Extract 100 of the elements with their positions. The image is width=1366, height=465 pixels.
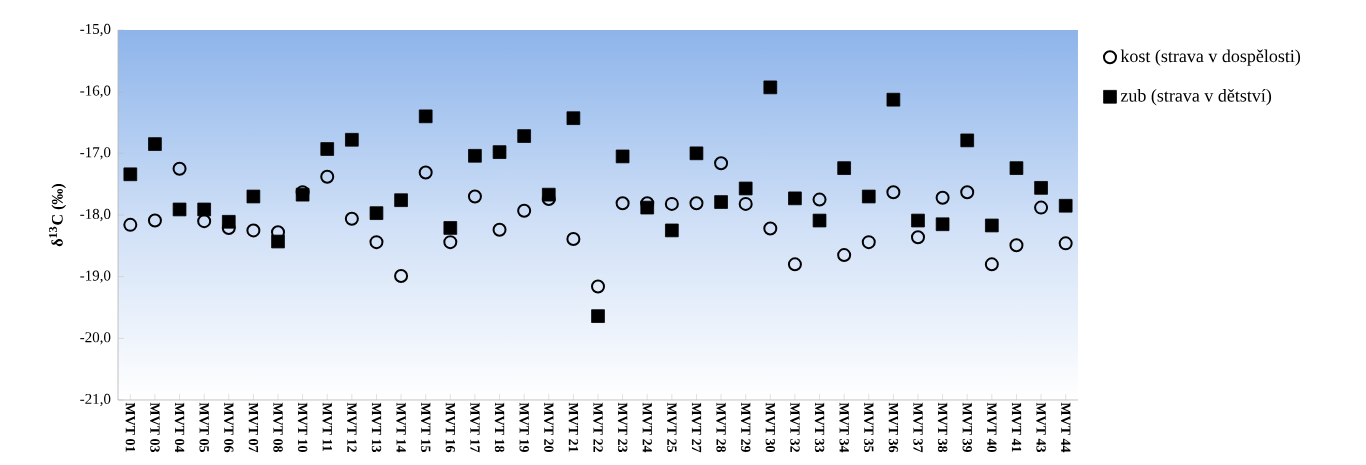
x-tick-label: MVT 17 [470, 402, 480, 453]
x-tick-label: MVT 35 [864, 402, 874, 453]
x-tick-label: MVT 12 [347, 402, 357, 452]
point [788, 191, 802, 206]
x-tick-label: MVT 19 [519, 402, 529, 453]
x-tick-label: MVT 15 [420, 402, 431, 453]
point [1058, 236, 1073, 251]
x-tick-label: MVT 39 [962, 402, 972, 453]
point [861, 235, 876, 250]
point [591, 309, 605, 323]
y-tick-label: -19,0 [80, 270, 111, 283]
x-tick-label: MVT 32 [790, 402, 800, 452]
point [935, 217, 950, 232]
point [812, 213, 827, 228]
x-tick-label: MVT 11 [322, 402, 332, 452]
point [320, 169, 335, 184]
x-tick-label: MVT 37 [913, 402, 923, 453]
x-tick-label: MVT 05 [199, 402, 209, 453]
x-tick-label: MVT 34 [839, 402, 849, 453]
point [615, 196, 630, 211]
x-tick-label: MVT 20 [544, 402, 554, 453]
point [886, 92, 901, 107]
point [418, 109, 433, 124]
point [665, 223, 679, 238]
point [960, 133, 975, 148]
point [197, 214, 212, 229]
point [837, 248, 852, 263]
point [123, 217, 138, 232]
point [492, 222, 507, 237]
x-tick-label: MVT 10 [297, 402, 308, 453]
point [443, 221, 458, 235]
x-tick-label: MVT 43 [1036, 402, 1046, 453]
x-tick-label: MVT 16 [445, 402, 456, 453]
x-tick-label: MVT 04 [174, 402, 185, 453]
point [197, 202, 211, 217]
point [369, 206, 384, 220]
point [1009, 161, 1024, 175]
point [689, 146, 704, 161]
point [123, 167, 138, 182]
x-tick-label: MVT 22 [593, 402, 603, 452]
point [369, 235, 384, 250]
x-tick-label: MVT 24 [642, 402, 652, 453]
point [443, 235, 458, 250]
point [517, 203, 532, 218]
point [664, 196, 679, 211]
point [763, 80, 778, 95]
point [615, 149, 630, 164]
x-tick-label: MVT 38 [937, 402, 948, 453]
point [1058, 198, 1073, 213]
x-tick-label: MVT 08 [273, 402, 283, 453]
x-tick-label: MVT 23 [617, 402, 628, 453]
point [566, 232, 581, 247]
point [861, 189, 876, 204]
y-tick-label: -18,0 [80, 208, 111, 222]
y-axis-title: δ$^{13}$C (‰) [48, 183, 66, 247]
point [246, 189, 261, 204]
x-tick-label: MVT 01 [125, 402, 136, 452]
point [468, 149, 482, 163]
point [172, 202, 187, 217]
point [935, 190, 950, 205]
point [418, 165, 433, 180]
y-tick-label: -16,0 [80, 85, 111, 98]
x-tick-label: MVT 03 [150, 402, 160, 453]
point [172, 161, 187, 176]
x-tick-label: MVT 25 [667, 402, 677, 453]
x-tick-label: MVT 29 [740, 402, 751, 453]
x-tick-label: MVT 44 [1060, 402, 1071, 453]
point [148, 137, 162, 151]
x-tick-label: MVT 30 [765, 402, 776, 453]
point [467, 189, 482, 204]
point [812, 192, 827, 207]
point [714, 195, 728, 209]
x-tick-label: MVT 18 [494, 402, 505, 453]
point [763, 221, 778, 236]
point [591, 279, 606, 294]
y-tick-label: -15,0 [80, 23, 111, 37]
point [960, 185, 975, 200]
point [911, 213, 925, 228]
point [147, 213, 162, 228]
point [246, 223, 261, 238]
point [344, 211, 359, 226]
x-tick-label: MVT 33 [814, 402, 825, 453]
point [910, 230, 925, 245]
point [886, 185, 901, 200]
point [492, 145, 507, 159]
point [738, 181, 753, 196]
point [689, 196, 704, 211]
x-tick-label: MVT 13 [371, 402, 382, 453]
x-tick-label: MVT 41 [1011, 402, 1022, 452]
x-tick-label: MVT 06 [224, 402, 234, 453]
point [985, 218, 999, 233]
point [984, 257, 999, 272]
legend-label: kost (strava v dospělosti) [1120, 49, 1301, 66]
point [1009, 238, 1024, 253]
point [345, 132, 359, 147]
x-tick-label: MVT 27 [691, 402, 702, 453]
x-tick-label: MVT 14 [396, 402, 406, 453]
legend-label: zub (strava v dětství) [1120, 89, 1272, 106]
point [1034, 200, 1049, 215]
y-tick-label: -21,0 [80, 393, 111, 407]
